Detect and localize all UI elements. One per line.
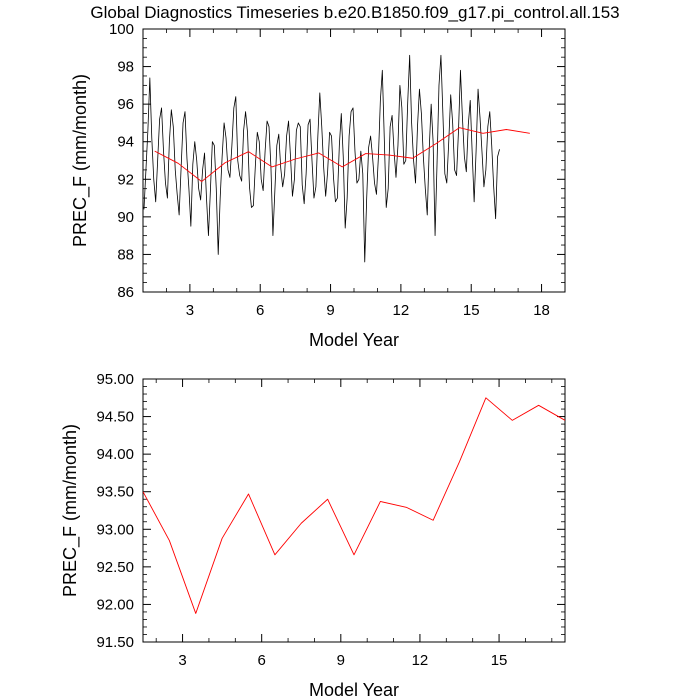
y-tick-label: 94 [117,134,134,151]
x-tick-label: 12 [412,652,429,669]
x-tick-label: 3 [178,652,186,669]
y-tick-label: 90 [117,209,134,226]
x-tick-label: 9 [326,302,334,319]
series-line-annual-mean [143,397,565,614]
figure-title: Global Diagnostics Timeseries b.e20.B185… [90,3,619,22]
y-tick-label: 91.50 [96,634,134,651]
y-tick-label: 94.50 [96,409,134,426]
y-tick-label: 98 [117,59,134,76]
x-axis-label: Model Year [309,680,399,700]
y-tick-label: 100 [109,21,134,38]
y-tick-label: 96 [117,96,134,113]
y-axis-label: PREC_F (mm/month) [60,424,81,597]
top-timeseries-panel: 3 6 9 12 15 18 86 88 90 92 94 96 98 100 Model Year PREC… [70,21,566,350]
y-tick-label: 92.00 [96,596,134,613]
y-tick-label: 94.00 [96,446,134,463]
y-tick-label: 93.00 [96,521,134,538]
plot-frame [142,378,566,643]
series-line-monthly [143,54,500,263]
x-axis-label: Model Year [309,330,399,350]
x-tick-label: 12 [393,302,410,319]
x-tick-label: 3 [186,302,194,319]
series-line-annual-mean [154,127,530,182]
y-tick-label: 88 [117,246,134,263]
y-tick-label: 93.50 [96,484,134,501]
x-tick-label: 6 [256,302,264,319]
y-tick-label: 86 [117,284,134,301]
x-tick-label: 15 [463,302,480,319]
x-tick-label: 18 [533,302,550,319]
x-tick-label: 15 [491,652,508,669]
y-axis-label: PREC_F (mm/month) [70,74,91,247]
y-tick-label: 92.50 [96,559,134,576]
bottom-annual-panel: 3 6 9 12 15 91.50 92.00 92.50 93.00 93.50 94.00 94.… [60,371,566,700]
y-tick-label: 95.00 [96,371,134,388]
x-tick-label: 9 [337,652,345,669]
y-tick-label: 92 [117,171,134,188]
x-tick-label: 6 [258,652,266,669]
